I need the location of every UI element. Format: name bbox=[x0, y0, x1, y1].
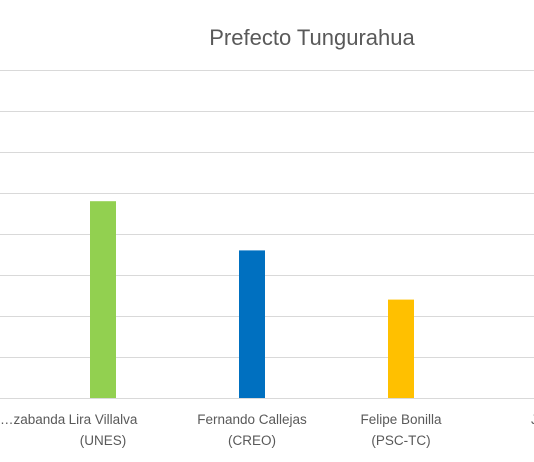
x-tick-label: Fernando Callejas bbox=[197, 412, 307, 427]
bars bbox=[90, 201, 414, 398]
x-tick-label: J… bbox=[531, 412, 534, 427]
bar bbox=[239, 250, 265, 398]
bar bbox=[388, 299, 414, 398]
x-tick-labels: …zabanda Lira Villalva (UNES) Fernando Call… bbox=[0, 412, 534, 448]
bar bbox=[90, 201, 116, 398]
x-tick-label: (UNES) bbox=[80, 433, 127, 448]
x-tick-label: …zabanda bbox=[0, 412, 66, 427]
x-tick-label: (PSC-TC) bbox=[371, 433, 430, 448]
x-tick-label: (CREO) bbox=[228, 433, 276, 448]
chart-title: Prefecto Tungurahua bbox=[209, 25, 415, 50]
gridlines bbox=[0, 70, 534, 399]
x-tick-label: Lira Villalva bbox=[69, 412, 138, 427]
x-tick-label: Felipe Bonilla bbox=[360, 412, 442, 427]
